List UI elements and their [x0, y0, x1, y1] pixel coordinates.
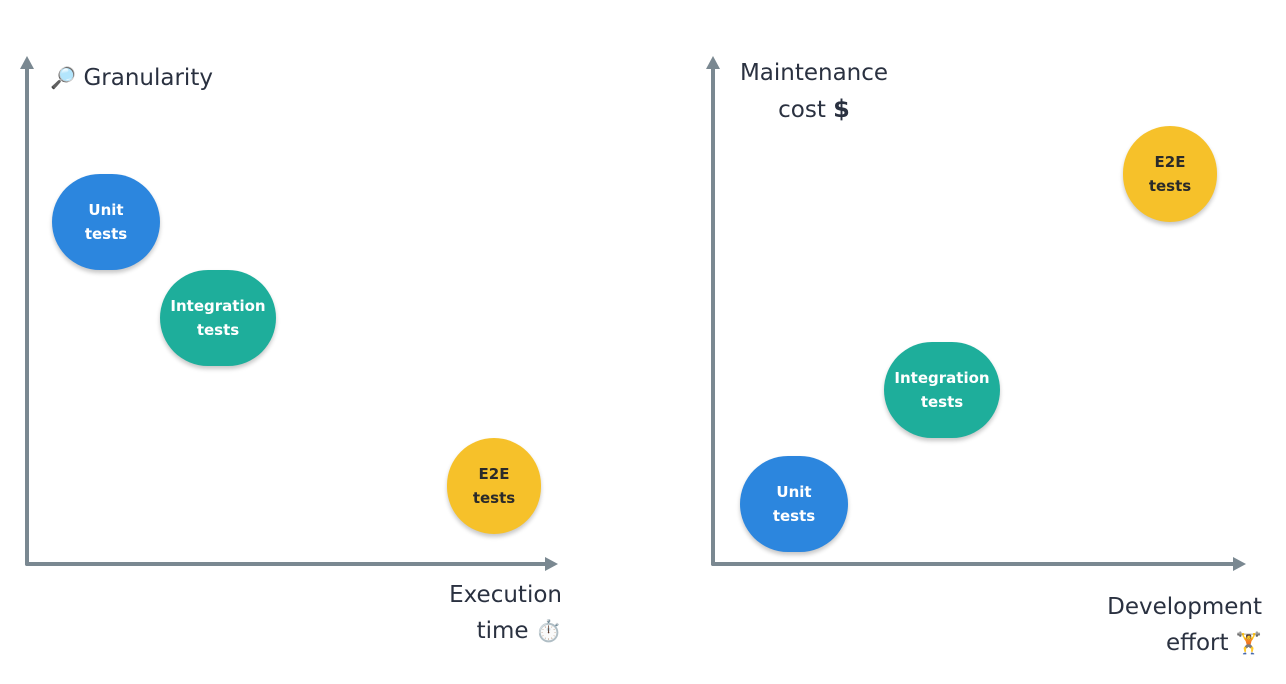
bubble-line: tests	[472, 489, 516, 507]
development-label: Development	[1107, 594, 1262, 620]
bubble-line: E2E	[1154, 153, 1186, 171]
right-e2e-tests-bubble: E2E tests	[1123, 126, 1217, 222]
time-label: time	[476, 618, 529, 644]
left-axes	[25, 64, 551, 566]
stopwatch-icon: ⏱️	[535, 619, 562, 643]
bubble-line: tests	[920, 393, 964, 411]
bubble-line: Integration	[894, 369, 990, 387]
bubble-line: E2E	[478, 465, 510, 483]
left-x-arrowhead	[545, 557, 558, 571]
execution-label: Execution	[449, 582, 562, 608]
cost-label: cost	[778, 97, 826, 123]
left-y-arrowhead	[20, 56, 34, 69]
left-unit-tests-bubble: Unit tests	[52, 174, 160, 270]
right-axes	[711, 64, 1239, 566]
bubble-line: tests	[1148, 177, 1192, 195]
bubble-line: Integration	[170, 297, 266, 315]
left-x-axis-label: Execution time ⏱️	[420, 577, 562, 649]
bubble-line: tests	[84, 225, 128, 243]
bubble-line: Unit	[776, 483, 812, 501]
right-x-axis-label: Development effort 🏋️	[1090, 589, 1262, 661]
left-y-axis-label: 🔎 Granularity	[50, 60, 213, 96]
effort-label: effort	[1165, 630, 1229, 656]
weightlifter-icon: 🏋️	[1235, 631, 1262, 655]
dollar-icon: $	[833, 95, 850, 123]
bubble-line: tests	[772, 507, 816, 525]
right-y-arrowhead	[706, 56, 720, 69]
right-unit-tests-bubble: Unit tests	[740, 456, 848, 552]
bubble-line: tests	[196, 321, 240, 339]
left-e2e-tests-bubble: E2E tests	[447, 438, 541, 534]
left-integration-tests-bubble: Integration tests	[160, 270, 276, 366]
right-x-arrowhead	[1233, 557, 1246, 571]
right-y-axis-label: Maintenance cost $	[733, 55, 895, 128]
bubble-line: Unit	[88, 201, 124, 219]
right-integration-tests-bubble: Integration tests	[884, 342, 1000, 438]
magnifier-icon: 🔎	[50, 66, 77, 90]
maintenance-label: Maintenance	[739, 60, 889, 86]
granularity-label: Granularity	[83, 65, 213, 91]
